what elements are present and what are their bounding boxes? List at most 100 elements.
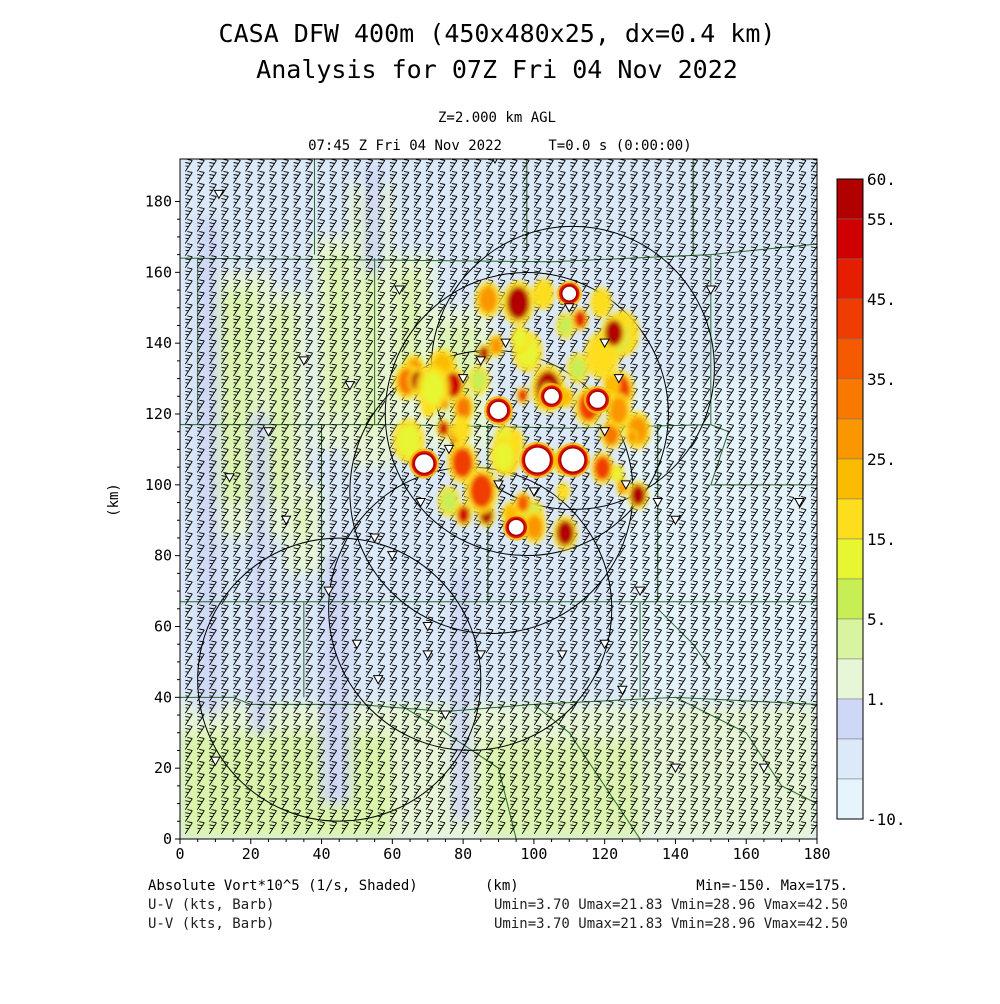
vortex-core (538, 382, 565, 410)
barb-range-label-2: Umin=3.70 Umax=21.83 Vmin=28.96 Vmax=42.… (494, 916, 848, 932)
radar-marker-icon (599, 639, 611, 650)
vorticity-cell (506, 286, 530, 320)
vorticity-cell (630, 484, 646, 506)
county-line (533, 704, 641, 839)
vortex-core (583, 385, 612, 414)
vortex-core (483, 395, 514, 426)
radar-marker-icon (475, 356, 487, 366)
vortex-core-center (561, 448, 585, 472)
plot-area (180, 159, 817, 839)
colorbar-swatch (836, 458, 864, 500)
radar-marker-icon (670, 515, 681, 526)
x-tick-label: 40 (313, 845, 331, 863)
y-tick-label: 100 (145, 476, 172, 494)
vorticity-cell (457, 506, 470, 524)
colorbar-swatch (836, 658, 864, 700)
level-label: Z=2.000 km AGL (438, 110, 556, 126)
radar-marker-icon (652, 498, 664, 508)
range-ring (197, 537, 482, 822)
radar-marker-icon (280, 515, 292, 526)
colorbar-swatch (836, 378, 864, 420)
colorbar-label: 5. (867, 610, 886, 629)
vorticity-cell (438, 421, 449, 436)
colorbar-swatch (836, 778, 864, 820)
radar-marker-icon (599, 427, 611, 437)
lane-shading (250, 414, 269, 733)
colorbar-label: -10. (867, 810, 906, 829)
colorbar-swatch (836, 498, 864, 540)
county-line (180, 243, 817, 263)
vorticity-cell (558, 484, 568, 499)
colorbar-frame (836, 178, 864, 820)
vorticity-cell (609, 397, 628, 424)
vortex-core-center (589, 391, 606, 408)
radar-marker-icon (457, 374, 469, 384)
radar-marker-icon (298, 356, 310, 366)
colorbar-swatch (836, 538, 864, 580)
radar-marker-icon (613, 374, 625, 384)
radar-marker-icon (556, 650, 568, 660)
vorticity-cell (456, 397, 471, 419)
radar-marker-icon (422, 622, 434, 632)
vorticity-cell (558, 316, 573, 336)
vortex-core-center (508, 519, 524, 535)
vortex-core-center (489, 401, 508, 420)
colorbar-swatch (836, 218, 864, 260)
vorticity-cell (517, 494, 529, 512)
vorticity-cell (556, 520, 574, 546)
y-tick-label: 180 (145, 193, 172, 211)
vortex-core (519, 441, 556, 479)
vorticity-cell (518, 389, 527, 402)
vorticity-cell (494, 442, 514, 471)
y-tick-label: 120 (145, 405, 172, 423)
y-tick-label: 160 (145, 263, 172, 281)
radar-marker-icon (528, 487, 540, 497)
colorbar-swatch (836, 418, 864, 460)
radar-marker-icon (563, 303, 575, 313)
x-axis: 0 20 40 60 80 100 120 140 160 180 (175, 839, 831, 863)
colorbar-label: 60. (867, 170, 896, 189)
colorbar-swatch (836, 738, 864, 780)
streak-shading (268, 307, 294, 503)
x-tick-label: 80 (454, 845, 472, 863)
y-tick-label: 40 (154, 688, 172, 706)
colorbar-swatch (836, 698, 864, 740)
x-tick-label: 180 (803, 845, 830, 863)
barb-range-label-1: Umin=3.70 Umax=21.83 Vmin=28.96 Vmax=42.… (494, 897, 848, 913)
x-tick-label: 20 (242, 845, 260, 863)
vorticity-cell (452, 447, 473, 478)
vorticity-cell (574, 310, 586, 328)
valid-time-label: 07:45 Z Fri 04 Nov 2022 (308, 138, 502, 154)
forecast-time-label: T=0.0 s (0:00:00) (548, 138, 691, 154)
radar-marker-icon (493, 480, 504, 490)
chart-title-line2: Analysis for 07Z Fri 04 Nov 2022 (256, 55, 738, 84)
vorticity-cell (421, 371, 445, 406)
colorbar-label: 45. (867, 290, 896, 309)
vorticity-cell (471, 369, 486, 391)
colorbar-swatch (836, 578, 864, 620)
vorticity-cell (594, 456, 611, 481)
vortex-core-center (415, 454, 434, 473)
radar-marker-icon (492, 159, 498, 165)
radar-marker-icon (440, 710, 451, 721)
shaded-range-label: Min=-150. Max=175. (696, 878, 848, 894)
radar-marker-icon (415, 498, 426, 508)
y-tick-label: 0 (163, 830, 172, 848)
vorticity-cores (392, 278, 652, 551)
vorticity-cell (605, 375, 618, 393)
colorbar-label: 1. (867, 690, 886, 709)
y-tick-label: 20 (154, 759, 172, 777)
colorbar-swatch (836, 618, 864, 660)
radar-marker-icon (620, 480, 632, 490)
radar-marker-icon (793, 498, 805, 508)
radar-marker-icon (210, 756, 221, 767)
vorticity-cell (513, 329, 527, 349)
chart-title-line1: CASA DFW 400m (450x480x25, dx=0.4 km) (219, 19, 776, 48)
radar-marker-icon (443, 444, 455, 455)
y-axis: 0 20 40 60 80 100 120 140 160 180 (145, 193, 180, 848)
radar-marker-icon (394, 285, 405, 296)
vorticity-cell (490, 337, 502, 354)
colorbar-label: 25. (867, 450, 896, 469)
barb-field-label-1: U-V (kts, Barb) (148, 897, 274, 913)
vorticity-cell (593, 291, 609, 314)
